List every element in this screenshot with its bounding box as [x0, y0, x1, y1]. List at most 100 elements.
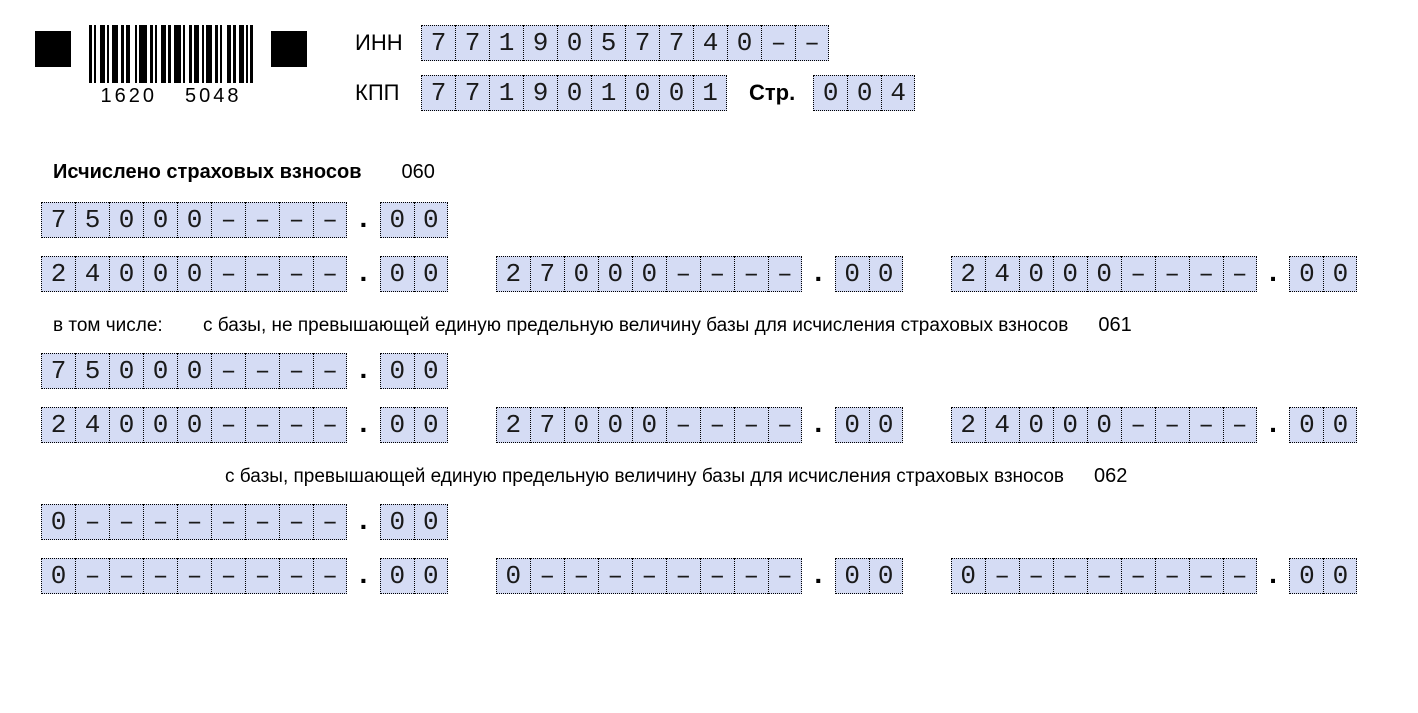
- barcode: 1620 5048: [89, 25, 253, 108]
- cell: 0: [1019, 407, 1053, 443]
- cell: 0: [414, 407, 448, 443]
- inn-label: ИНН: [355, 30, 411, 56]
- cell: –: [75, 558, 109, 594]
- decimal-dot: .: [810, 259, 827, 290]
- cell: 0: [41, 558, 75, 594]
- amount-062-1a: 0–––––––– . 00: [41, 504, 448, 540]
- cell: 0: [380, 202, 414, 238]
- cell: –: [245, 504, 279, 540]
- cell: –: [245, 407, 279, 443]
- cell: –: [1155, 256, 1189, 292]
- cell: 0: [177, 407, 211, 443]
- cell: –: [761, 25, 795, 61]
- cell: 4: [75, 256, 109, 292]
- cell: –: [279, 558, 313, 594]
- cell: –: [313, 353, 347, 389]
- cell: 0: [380, 256, 414, 292]
- cell: 2: [41, 407, 75, 443]
- cell: 0: [414, 353, 448, 389]
- decimal-dot: .: [810, 410, 827, 441]
- section-062-text: с базы, превышающей единую предельную ве…: [225, 466, 1064, 488]
- dec: 00: [1289, 256, 1357, 292]
- cell: 0: [1289, 256, 1323, 292]
- cell: 0: [813, 75, 847, 111]
- cell: 7: [455, 75, 489, 111]
- amount-060-2a: 24000–––– . 00: [41, 256, 448, 292]
- cell: 0: [109, 202, 143, 238]
- cell: 7: [41, 202, 75, 238]
- cell: 7: [625, 25, 659, 61]
- cell: 2: [951, 256, 985, 292]
- cell: –: [245, 256, 279, 292]
- cell: –: [279, 407, 313, 443]
- cell: –: [632, 558, 666, 594]
- cell: 1: [693, 75, 727, 111]
- dec: 00: [380, 407, 448, 443]
- cell: –: [143, 558, 177, 594]
- amount-062-2b: 0–––––––– . 00: [496, 558, 903, 594]
- cell: 0: [1087, 407, 1121, 443]
- dec: 00: [380, 504, 448, 540]
- cell: 0: [869, 256, 903, 292]
- decimal-dot: .: [355, 561, 372, 592]
- inn-cells: 7719057740––: [421, 25, 829, 61]
- cell: –: [1087, 558, 1121, 594]
- amount-062-2c: 0–––––––– . 00: [951, 558, 1358, 594]
- cell: –: [313, 407, 347, 443]
- section-060-text: Исчислено страховых взносов: [53, 161, 362, 184]
- barcode-left: 1620: [101, 85, 158, 108]
- identifiers: ИНН 7719057740–– КПП 771901001 Стр. 004: [355, 25, 915, 111]
- cell: 0: [1323, 407, 1357, 443]
- cell: 0: [1289, 407, 1323, 443]
- cell: 0: [835, 407, 869, 443]
- barcode-digits: 1620 5048: [101, 85, 242, 108]
- cell: 0: [1019, 256, 1053, 292]
- cell: 0: [659, 75, 693, 111]
- cell: 0: [564, 256, 598, 292]
- cell: –: [1189, 558, 1223, 594]
- cell: 0: [564, 407, 598, 443]
- amount-061-1a: 75000–––– . 00: [41, 353, 448, 389]
- cell: 0: [414, 256, 448, 292]
- int: 24000––––: [951, 407, 1257, 443]
- cell: –: [313, 558, 347, 594]
- dec: 00: [1289, 407, 1357, 443]
- section-061-lead: в том числе:: [53, 315, 173, 337]
- int: 24000––––: [951, 256, 1257, 292]
- amount-061-2b: 27000–––– . 00: [496, 407, 903, 443]
- cell: –: [279, 202, 313, 238]
- cell: –: [109, 558, 143, 594]
- cell: –: [211, 504, 245, 540]
- cell: –: [1223, 407, 1257, 443]
- cell: –: [211, 407, 245, 443]
- cell: 0: [951, 558, 985, 594]
- amount-062-2a: 0–––––––– . 00: [41, 558, 448, 594]
- cell: 0: [632, 407, 666, 443]
- cell: 0: [380, 558, 414, 594]
- cell: –: [1155, 407, 1189, 443]
- marker-right: [271, 31, 307, 67]
- cell: –: [1019, 558, 1053, 594]
- int: 27000––––: [496, 407, 802, 443]
- cell: 5: [591, 25, 625, 61]
- page-label: Стр.: [749, 80, 795, 106]
- cell: –: [279, 256, 313, 292]
- cell: 0: [632, 256, 666, 292]
- cell: 0: [869, 558, 903, 594]
- cell: –: [734, 407, 768, 443]
- cell: 0: [557, 75, 591, 111]
- section-060-title: Исчислено страховых взносов 060: [53, 161, 1383, 184]
- cell: 7: [659, 25, 693, 61]
- dec: 00: [380, 353, 448, 389]
- section-061-row2: 24000–––– . 00 27000–––– . 00 24000–––– …: [41, 407, 1383, 443]
- dec: 00: [380, 256, 448, 292]
- section-060-row2: 24000–––– . 00 27000–––– . 00 24000–––– …: [41, 256, 1383, 292]
- cell: 0: [414, 202, 448, 238]
- barcode-bars: [89, 25, 253, 83]
- barcode-right: 5048: [185, 85, 242, 108]
- dec: 00: [1289, 558, 1357, 594]
- cell: –: [1121, 256, 1155, 292]
- decimal-dot: .: [355, 259, 372, 290]
- decimal-dot: .: [355, 410, 372, 441]
- cell: –: [734, 558, 768, 594]
